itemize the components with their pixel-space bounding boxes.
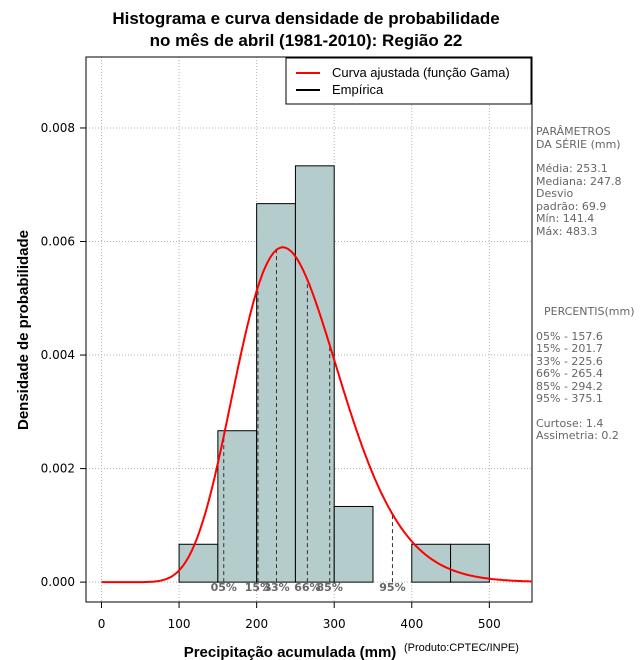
credit-text: (Produto:CPTEC/INPE) [404, 642, 519, 654]
percentile-33: 33% - 225.6 [536, 354, 603, 368]
stat-max: Máx: 483.3 [536, 224, 598, 238]
gamma-curve-group [101, 246, 532, 584]
axis-ticks: 0 100 200 300 400 500 0.000 0.002 0.004 0.006 0.00… [41, 121, 501, 631]
bar-150-200 [217, 430, 258, 583]
percentile-label-33%: 33% [263, 581, 289, 594]
legend: Curva ajustada (função Gama) Empírica [285, 57, 532, 105]
params-subtitle: DA SÉRIE (mm) [536, 137, 621, 151]
percentis-title: PERCENTIS(mm) [544, 305, 635, 318]
x-tick-label-100: 100 [168, 617, 191, 631]
percentile-95: 95% - 375.1 [536, 392, 603, 405]
y-tick-label-0: 0.000 [41, 575, 75, 589]
percentile-05: 05% - 157.6 [536, 329, 603, 343]
stat-sd-label: Desvio [536, 187, 574, 200]
y-tick-label-4: 0.008 [41, 121, 75, 135]
x-tick-label-200: 200 [245, 617, 268, 631]
bar-300-350 [333, 505, 374, 583]
x-tick-label-0: 0 [98, 617, 106, 631]
x-tick-label-500: 500 [478, 617, 501, 631]
y-axis-title: Densidade de probabilidade [15, 230, 32, 430]
x-tick-label-400: 400 [400, 617, 423, 631]
stat-median: Mediana: 247.8 [536, 174, 622, 188]
bar-450-500 [450, 543, 490, 583]
stat-kurtosis: Curtose: 1.4 [536, 416, 604, 430]
percentile-label-15%: 15% [245, 581, 271, 594]
stat-min: Mín: 141.4 [536, 212, 595, 225]
legend-box [285, 57, 532, 105]
histogram-bars [178, 165, 490, 583]
stat-sd: padrão: 69.9 [536, 199, 607, 213]
legend-label-curve: Curva ajustada (função Gama) [332, 65, 510, 80]
percentile-66: 66% - 265.4 [536, 367, 603, 380]
stat-mean: Média: 253.1 [536, 162, 608, 175]
percentile-lines: 05% 15%33% 66%85% 95% [211, 249, 406, 594]
y-tick-label-3: 0.006 [41, 235, 75, 249]
percentile-label-66%: 66% [294, 581, 320, 594]
percentile-label-85%: 85% [317, 581, 343, 594]
bar-400-450 [411, 543, 452, 583]
chart-title-line2: no mês de abril (1981-2010): Região 22 [150, 31, 463, 50]
percentile-label-05%: 05% [211, 581, 237, 594]
percentile-label-95%: 95% [379, 581, 405, 594]
percentile-85: 85% - 294.2 [536, 379, 603, 393]
x-axis-title: Precipitação acumulada (mm) [184, 644, 397, 660]
chart-title-line1: Histograma e curva densidade de probabil… [112, 9, 499, 28]
plot-frame [85, 56, 533, 603]
legend-label-empirical: Empírica [332, 82, 384, 97]
gamma-curve [101, 246, 532, 584]
y-tick-label-2: 0.004 [41, 348, 75, 362]
bar-250-300 [294, 165, 335, 583]
stat-skewness: Assimetria: 0.2 [536, 429, 619, 442]
bar-100-150 [178, 543, 219, 583]
params-title: PARÂMETROS [536, 125, 611, 138]
percentile-15: 15% - 201.7 [536, 342, 603, 355]
statistics-panel: PARÂMETROS DA SÉRIE (mm) Média: 253.1 Me… [536, 125, 640, 443]
y-tick-label-1: 0.002 [41, 462, 75, 476]
x-tick-label-300: 300 [323, 617, 346, 631]
